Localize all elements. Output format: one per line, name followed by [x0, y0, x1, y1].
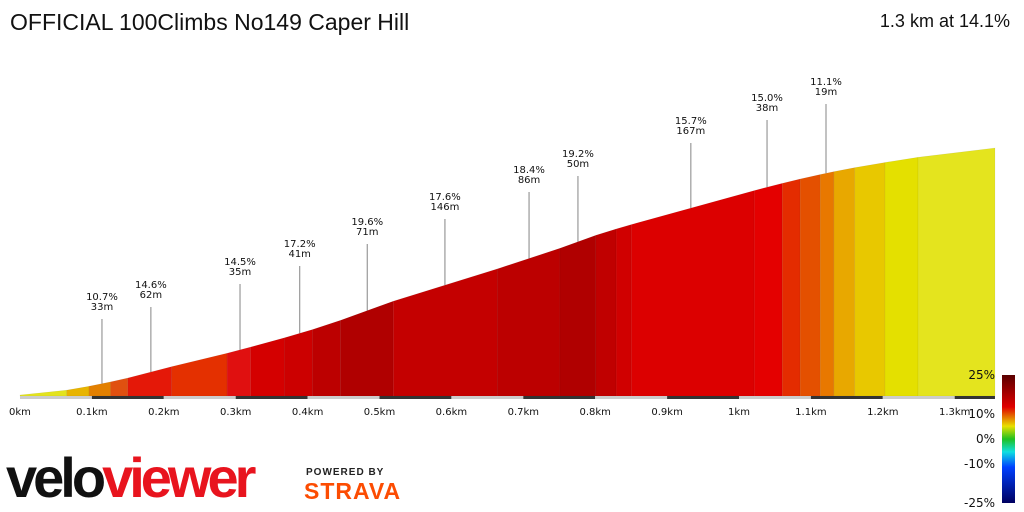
distance-scale-bar	[882, 396, 955, 399]
veloviewer-logo: veloviewer	[6, 446, 256, 509]
annotation-grade: 14.6%	[135, 280, 167, 291]
x-tick-label: 0.7km	[508, 407, 539, 418]
legend-label: 25%	[968, 368, 995, 382]
distance-scale-bar	[595, 396, 668, 399]
annotation-length: 41m	[288, 249, 310, 260]
annotation-length: 35m	[229, 267, 251, 278]
legend-label: -25%	[964, 496, 995, 510]
x-tick-label: 0.9km	[651, 407, 682, 418]
annotation-grade: 19.2%	[562, 149, 594, 160]
profile-segment	[753, 182, 783, 397]
annotation-length: 19m	[815, 87, 837, 98]
strava-logo: STRAVA	[304, 478, 402, 504]
annotation-length: 167m	[676, 126, 705, 137]
legend-label: 10%	[968, 407, 995, 421]
grade-color-legend	[1002, 375, 1015, 503]
annotation-grade: 18.4%	[513, 165, 545, 176]
distance-scale-bar	[739, 396, 811, 399]
page-title: OFFICIAL 100Climbs No149 Caper Hill	[10, 9, 410, 35]
profile-segment	[392, 268, 498, 397]
x-tick-label: 1.1km	[795, 407, 826, 418]
profile-segment	[19, 389, 68, 397]
distance-scale-bar	[91, 396, 164, 399]
profile-segment	[781, 178, 801, 397]
profile-segment	[884, 156, 919, 397]
x-tick-label: 0.2km	[148, 407, 179, 418]
distance-scale-bar	[810, 396, 883, 399]
annotation-grade: 10.7%	[86, 292, 118, 303]
annotation-length: 86m	[518, 175, 540, 186]
profile-segment	[819, 171, 835, 397]
x-tick-label: 1.3km	[939, 407, 970, 418]
profile-segment	[595, 228, 617, 397]
annotation-grade: 15.7%	[675, 116, 707, 127]
annotation-length: 62m	[140, 290, 162, 301]
annotation-length: 71m	[356, 227, 378, 238]
profile-segment	[250, 337, 285, 397]
profile-segment	[917, 147, 996, 397]
annotation-grade: 14.5%	[224, 257, 256, 268]
x-tick-label: 0.5km	[364, 407, 395, 418]
annotation-grade: 17.6%	[429, 192, 461, 203]
profile-segment	[110, 377, 129, 397]
profile-segment	[340, 300, 394, 397]
distance-scale-bar	[379, 396, 452, 399]
annotation-length: 146m	[431, 202, 460, 213]
x-tick-label: 0.1km	[76, 407, 107, 418]
distance-scale-bar	[235, 396, 308, 399]
distance-scale-bar	[954, 396, 995, 399]
profile-segment	[559, 234, 597, 397]
annotation-grade: 17.2%	[284, 239, 316, 250]
profile-segment	[312, 319, 341, 397]
x-tick-label: 1km	[728, 407, 750, 418]
x-tick-label: 0.3km	[220, 407, 251, 418]
profile-segment	[66, 385, 90, 397]
climb-summary: 1.3 km at 14.1%	[879, 11, 1010, 31]
profile-segment	[171, 352, 228, 397]
annotation-grade: 19.6%	[351, 217, 383, 228]
distance-scale-bar	[163, 396, 236, 399]
x-tick-label: 1.2km	[867, 407, 898, 418]
profile-segment	[497, 247, 561, 397]
distance-scale-bar	[20, 396, 92, 399]
annotation-length: 50m	[567, 159, 589, 170]
legend-label: -10%	[964, 457, 995, 471]
profile-segment	[615, 224, 632, 397]
profile-segment	[284, 329, 313, 397]
distance-scale-bar	[667, 396, 739, 399]
legend-label: 0%	[976, 432, 995, 446]
powered-by-label: POWERED BY	[306, 467, 385, 478]
profile-segment	[127, 366, 173, 397]
profile-segment	[854, 162, 886, 397]
distance-scale-bar	[523, 396, 596, 399]
profile-segment	[799, 174, 821, 397]
x-tick-label: 0.8km	[579, 407, 610, 418]
profile-segment	[226, 346, 252, 397]
annotation-grade: 15.0%	[751, 93, 783, 104]
x-tick-label: 0.4km	[292, 407, 323, 418]
distance-scale-bar	[451, 396, 524, 399]
distance-scale-bar	[307, 396, 380, 399]
annotation-length: 38m	[756, 103, 778, 114]
x-tick-label: 0.6km	[436, 407, 467, 418]
profile-segment	[88, 381, 111, 397]
annotation-grade: 11.1%	[810, 77, 842, 88]
annotation-length: 33m	[91, 302, 113, 313]
x-tick-label: 0km	[9, 407, 31, 418]
profile-segment	[833, 167, 856, 397]
profile-segment	[630, 190, 755, 397]
